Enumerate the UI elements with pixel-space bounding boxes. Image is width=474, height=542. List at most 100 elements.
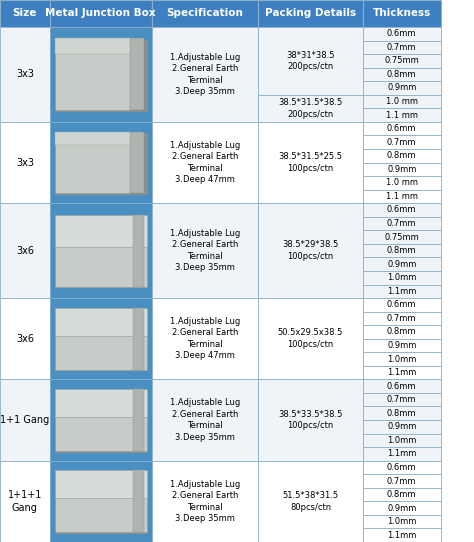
Bar [55,247,146,287]
Bar [258,27,363,95]
Bar [55,38,130,111]
Bar [363,515,441,528]
Bar [50,461,152,542]
Bar [363,136,441,149]
Bar [56,472,148,534]
Text: 0.75mm: 0.75mm [384,56,419,66]
Text: 0.7mm: 0.7mm [387,314,417,323]
Bar [152,379,258,461]
Text: 1.1mm: 1.1mm [387,368,416,377]
Text: 1.Adjustable Lug
2.General Earth
Terminal
3.Deep 47mm: 1.Adjustable Lug 2.General Earth Termina… [170,317,240,360]
Text: 3x6: 3x6 [16,334,34,344]
Bar [152,461,258,542]
Bar [50,203,152,298]
Bar [0,379,50,461]
Text: 0.8mm: 0.8mm [387,327,417,337]
Text: 50.5x29.5x38.5
100pcs/ctn: 50.5x29.5x38.5 100pcs/ctn [278,328,343,349]
Bar [363,379,441,393]
Text: 3x6: 3x6 [16,246,34,256]
Bar [258,379,363,461]
Bar [0,0,50,27]
Bar [133,470,144,532]
Bar [258,203,363,298]
Bar [152,203,258,298]
Bar [50,379,152,461]
Text: 0.9mm: 0.9mm [387,83,416,93]
Text: 0.8mm: 0.8mm [387,246,417,255]
Bar [130,132,144,193]
Bar [258,95,363,122]
Text: 1.0mm: 1.0mm [387,436,416,445]
Bar [363,41,441,54]
Bar [258,298,363,379]
Bar [56,40,148,112]
Bar [55,417,146,451]
Text: 1.Adjustable Lug
2.General Earth
Terminal
3.Deep 47mm: 1.Adjustable Lug 2.General Earth Termina… [170,141,240,184]
Bar [363,434,441,447]
Text: 38.5*29*38.5
100pcs/ctn: 38.5*29*38.5 100pcs/ctn [283,241,338,261]
Bar [0,122,50,203]
Bar [363,68,441,81]
Text: 1.Adjustable Lug
2.General Earth
Terminal
3.Deep 35mm: 1.Adjustable Lug 2.General Earth Termina… [170,229,240,272]
Bar [363,81,441,95]
Bar [363,230,441,244]
Text: 0.7mm: 0.7mm [387,43,417,52]
Text: 0.8mm: 0.8mm [387,490,417,499]
Text: Size: Size [13,9,37,18]
Bar [363,271,441,285]
Text: 0.6mm: 0.6mm [387,205,417,215]
Bar [363,108,441,122]
Bar [56,216,148,288]
Bar [363,393,441,406]
Text: 0.9mm: 0.9mm [387,260,416,269]
Bar [363,528,441,542]
Text: 1.1mm: 1.1mm [387,287,416,296]
Text: 1.0mm: 1.0mm [387,354,416,364]
Text: 51.5*38*31.5
80pcs/ctn: 51.5*38*31.5 80pcs/ctn [283,491,338,512]
Text: 0.7mm: 0.7mm [387,219,417,228]
Text: 1.0 mm: 1.0 mm [386,178,418,188]
Bar [50,27,152,122]
Text: Metal Junction Box: Metal Junction Box [46,9,156,18]
Bar [50,122,152,203]
Text: 0.6mm: 0.6mm [387,29,417,38]
Bar [56,309,148,371]
Bar [0,298,50,379]
Text: 0.7mm: 0.7mm [387,138,417,147]
Text: 1.0mm: 1.0mm [387,273,416,282]
Bar [363,447,441,461]
Bar [55,132,130,145]
Text: 0.9mm: 0.9mm [387,504,416,513]
Text: 1+1+1
Gang: 1+1+1 Gang [8,490,42,513]
Bar [152,0,258,27]
Text: 0.75mm: 0.75mm [384,233,419,242]
Bar [363,27,441,41]
Text: Packing Details: Packing Details [265,9,356,18]
Text: 3x3: 3x3 [16,69,34,80]
Text: 3x3: 3x3 [16,158,34,167]
Bar [55,215,146,247]
Text: 0.8mm: 0.8mm [387,151,417,160]
Bar [55,38,130,54]
Text: 1.0mm: 1.0mm [387,517,416,526]
Text: 0.9mm: 0.9mm [387,341,416,350]
Bar [363,312,441,325]
Bar [363,285,441,298]
Text: 38.5*33.5*38.5
100pcs/ctn: 38.5*33.5*38.5 100pcs/ctn [278,410,343,430]
Text: 1.Adjustable Lug
2.General Earth
Terminal
3.Deep 35mm: 1.Adjustable Lug 2.General Earth Termina… [170,398,240,442]
Bar [133,215,144,287]
Text: 1.1mm: 1.1mm [387,449,416,459]
Bar [363,163,441,176]
Text: 0.6mm: 0.6mm [387,124,417,133]
Bar [50,0,152,27]
Bar [363,203,441,217]
Text: 0.6mm: 0.6mm [387,463,417,472]
Bar [363,501,441,515]
Bar [0,461,50,542]
Text: 1.1 mm: 1.1 mm [386,192,418,201]
Text: Thickness: Thickness [373,9,431,18]
Bar [55,335,146,370]
Bar [363,217,441,230]
Bar [363,0,441,27]
Text: 38.5*31.5*38.5
200pcs/ctn: 38.5*31.5*38.5 200pcs/ctn [278,98,343,119]
